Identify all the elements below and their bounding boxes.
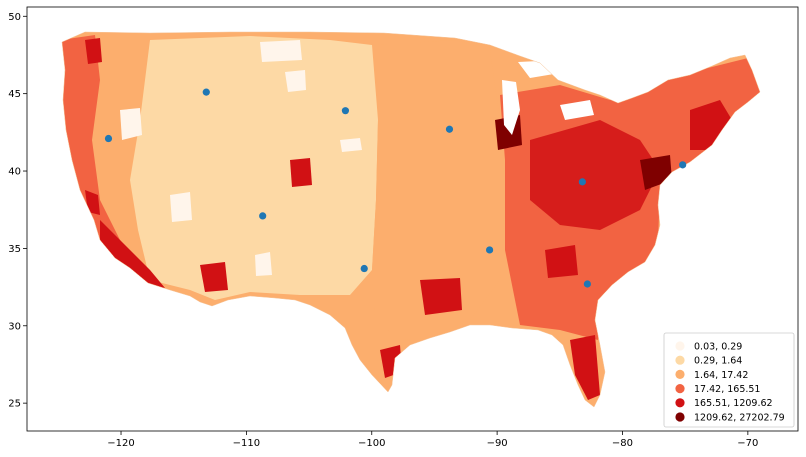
legend: 0.03, 0.29 0.29, 1.64 1.64, 17.42 17.42, 16… bbox=[663, 332, 795, 428]
y-tick-label: 35 bbox=[8, 244, 21, 255]
legend-swatch bbox=[675, 369, 685, 379]
legend-swatch bbox=[675, 398, 685, 408]
location-point bbox=[341, 107, 350, 115]
legend-swatch bbox=[675, 341, 685, 351]
counties-ohio-valley bbox=[530, 120, 660, 230]
counties-new-england bbox=[690, 100, 735, 150]
counties-light-west bbox=[130, 36, 378, 300]
counties-medium-central bbox=[372, 40, 505, 340]
us-outline bbox=[61, 31, 761, 408]
legend-label: 17.42, 165.51 bbox=[694, 384, 760, 395]
location-point bbox=[202, 88, 210, 96]
x-tick-label: −110 bbox=[233, 438, 260, 449]
axes-frame bbox=[26, 6, 799, 432]
location-point bbox=[259, 212, 267, 220]
counties-west-coast bbox=[62, 35, 150, 285]
counties-very-light-6 bbox=[340, 138, 362, 152]
legend-swatch bbox=[675, 355, 685, 365]
location-point bbox=[679, 161, 687, 169]
y-axis: 25 30 35 40 45 50 bbox=[8, 12, 27, 410]
y-tick-label: 40 bbox=[8, 167, 21, 178]
counties-california-south bbox=[100, 220, 165, 288]
counties-denver bbox=[290, 158, 312, 187]
counties-phoenix bbox=[200, 262, 228, 292]
x-tick-label: −90 bbox=[487, 438, 508, 449]
legend-label: 165.51, 1209.62 bbox=[694, 398, 773, 409]
location-point bbox=[578, 178, 586, 186]
location-point bbox=[360, 264, 368, 273]
legend-swatch bbox=[675, 384, 685, 394]
legend-label: 1209.62, 27202.79 bbox=[694, 412, 785, 423]
location-point bbox=[445, 125, 454, 133]
us-counties-choropleth bbox=[61, 31, 761, 408]
x-tick-label: −70 bbox=[737, 438, 758, 449]
legend-box bbox=[663, 332, 795, 428]
counties-seattle bbox=[85, 38, 102, 64]
location-point bbox=[486, 246, 494, 254]
counties-very-light-4 bbox=[285, 70, 306, 92]
lake-michigan bbox=[502, 80, 520, 135]
x-axis: −120 −110 −100 −90 −80 −70 bbox=[107, 431, 758, 449]
location-point bbox=[104, 134, 113, 143]
points-layer bbox=[104, 88, 687, 288]
counties-very-light-1 bbox=[120, 108, 142, 140]
counties-very-light-2 bbox=[255, 252, 272, 276]
counties-very-light-3 bbox=[260, 40, 302, 62]
x-tick-label: −100 bbox=[358, 438, 385, 449]
counties-atlanta bbox=[545, 245, 578, 278]
legend-label: 1.64, 17.42 bbox=[694, 370, 748, 381]
counties-florida bbox=[570, 335, 600, 400]
lake-huron-erie bbox=[560, 100, 594, 120]
y-tick-label: 30 bbox=[8, 321, 21, 332]
y-tick-label: 25 bbox=[8, 399, 21, 410]
x-tick-label: −120 bbox=[107, 438, 134, 449]
y-tick-label: 45 bbox=[8, 89, 21, 100]
x-tick-label: −80 bbox=[612, 438, 633, 449]
legend-label: 0.03, 0.29 bbox=[694, 341, 742, 352]
location-point bbox=[583, 280, 591, 288]
counties-dallas bbox=[420, 278, 462, 315]
y-tick-label: 50 bbox=[8, 12, 21, 23]
legend-label: 0.29, 1.64 bbox=[694, 356, 742, 367]
legend-swatch bbox=[675, 412, 685, 422]
counties-very-light-5 bbox=[170, 192, 192, 222]
